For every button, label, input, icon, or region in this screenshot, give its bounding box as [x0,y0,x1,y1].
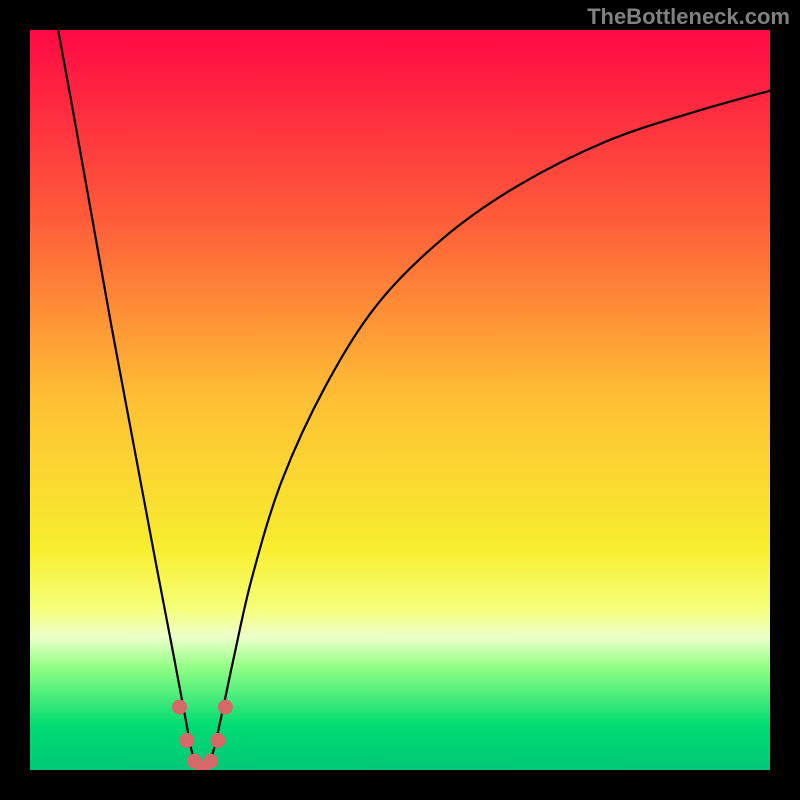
trough-marker [172,700,186,714]
watermark-text: TheBottleneck.com [587,4,790,30]
trough-marker [204,754,218,768]
trough-marker [211,733,225,747]
trough-marker [218,700,232,714]
chart-svg [30,30,770,770]
plot-area [30,30,770,770]
trough-marker [180,733,194,747]
chart-container: TheBottleneck.com [0,0,800,800]
chart-background [30,30,770,770]
